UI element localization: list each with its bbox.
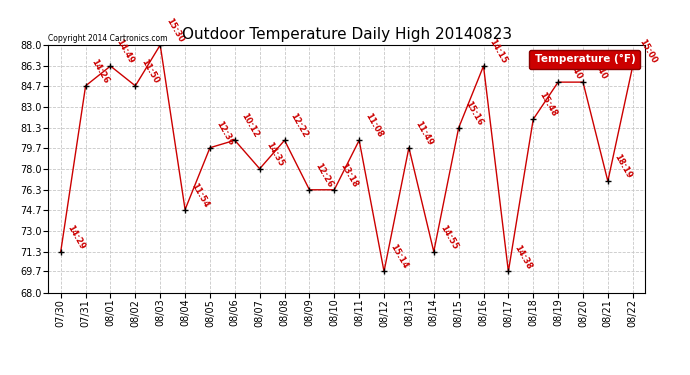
Text: 14:55: 14:55 (438, 223, 459, 251)
Text: 15:14: 15:14 (388, 243, 409, 271)
Text: 15:30: 15:30 (164, 16, 186, 44)
Text: 15:48: 15:48 (538, 91, 559, 118)
Text: 11:49: 11:49 (413, 119, 434, 147)
Text: 14:29: 14:29 (65, 223, 86, 251)
Text: 14:15: 14:15 (488, 38, 509, 65)
Text: 14:38: 14:38 (513, 243, 533, 271)
Text: 13:40: 13:40 (587, 54, 609, 81)
Legend: Temperature (°F): Temperature (°F) (529, 50, 640, 69)
Text: 10:12: 10:12 (239, 112, 260, 140)
Text: 11:54: 11:54 (189, 181, 210, 209)
Text: 12:22: 12:22 (288, 112, 310, 140)
Text: 15:16: 15:16 (463, 99, 484, 127)
Text: 15:00: 15:00 (637, 38, 658, 65)
Text: 13:18: 13:18 (339, 162, 359, 189)
Text: 14:26: 14:26 (90, 57, 111, 85)
Text: 11:08: 11:08 (364, 112, 384, 140)
Text: 14:35: 14:35 (264, 140, 285, 168)
Title: Outdoor Temperature Daily High 20140823: Outdoor Temperature Daily High 20140823 (181, 27, 512, 42)
Text: 14:49: 14:49 (115, 38, 136, 65)
Text: 12:36: 12:36 (214, 119, 235, 147)
Text: 11:50: 11:50 (139, 57, 161, 85)
Text: Copyright 2014 Cartronics.com: Copyright 2014 Cartronics.com (48, 33, 168, 42)
Text: 18:19: 18:19 (612, 153, 633, 180)
Text: 13:40: 13:40 (562, 54, 583, 81)
Text: 12:26: 12:26 (313, 161, 335, 189)
